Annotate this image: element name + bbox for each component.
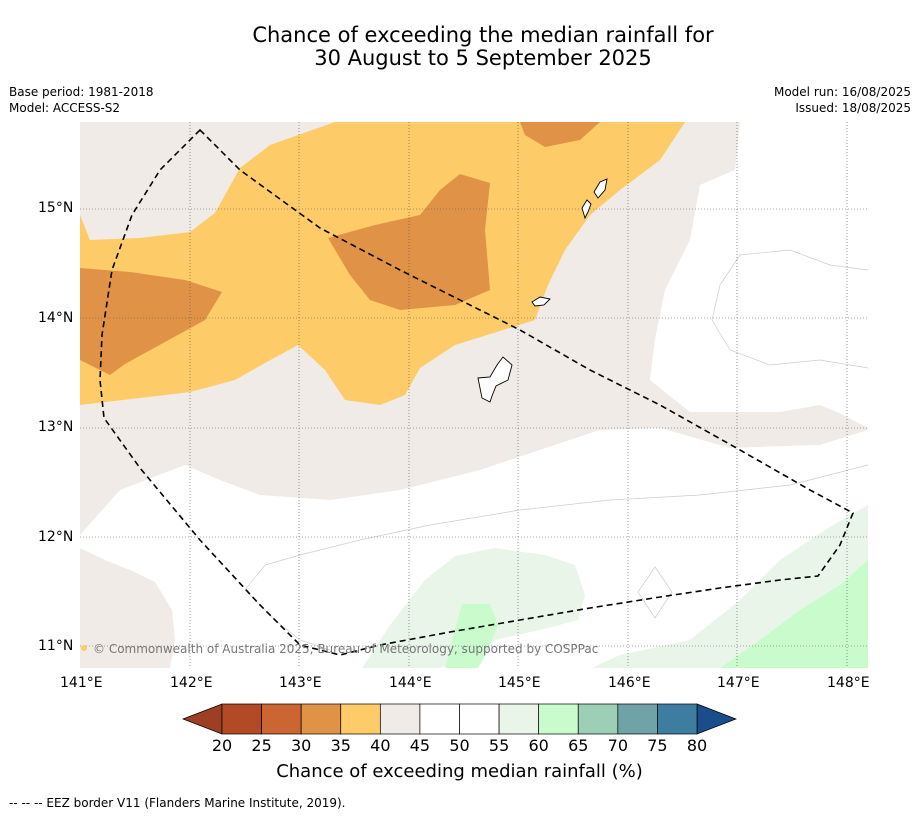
model-run: Model run: 16/08/2025: [773, 85, 911, 99]
colorbar: [182, 703, 737, 735]
lat-label-11n: 11°N: [38, 638, 74, 654]
colorbar-tick-label: 20: [211, 736, 233, 755]
colorbar-under-arrow: [182, 703, 223, 735]
eez-border: [99, 128, 855, 656]
colorbar-swatch: [657, 703, 698, 735]
lon-label-144e: 144°E: [389, 675, 432, 691]
lat-label-13n: 13°N: [38, 419, 74, 435]
lon-label-148e: 148°E: [827, 675, 870, 691]
contour-lines: [244, 249, 868, 651]
saipan-island: [593, 178, 608, 199]
colorbar-tick-label: 60: [528, 736, 549, 755]
colorbar-tick-label: 25: [251, 736, 272, 755]
lat-label-15n: 15°N: [38, 200, 74, 216]
guam-island: [477, 356, 513, 403]
colorbar-swatch: [419, 703, 460, 735]
category-30-35-region-w: [80, 268, 222, 375]
colorbar-swatch: [261, 703, 302, 735]
base-period: Base period: 1981-2018: [9, 85, 154, 99]
lat-label-14n: 14°N: [38, 310, 74, 326]
chart-title-line2: 30 August to 5 September 2025: [314, 46, 652, 70]
lat-label-12n: 12°N: [38, 529, 74, 545]
colorbar-swatch: [459, 703, 500, 735]
colorbar-tick-label: 55: [488, 736, 510, 755]
colorbar-over-arrow: [696, 703, 737, 735]
islands: [477, 178, 608, 403]
lon-label-141e: 141°E: [60, 675, 103, 691]
eez-footnote: -- -- -- EEZ border V11 (Flanders Marine…: [9, 796, 346, 810]
category-60-65-region-se: [720, 560, 868, 668]
category-40-45-region-sw: [80, 548, 175, 668]
lon-label-147e: 147°E: [717, 675, 760, 691]
colorbar-tick-label: 40: [370, 736, 391, 755]
colorbar-tick-label: 80: [686, 736, 708, 755]
model-name: Model: ACCESS-S2: [9, 101, 121, 115]
colorbar-tick-label: 35: [330, 736, 351, 755]
lon-label-146e: 146°E: [608, 675, 651, 691]
colorbar-swatch: [221, 703, 262, 735]
colorbar-tick-label: 70: [607, 736, 629, 755]
colorbar-tick-label: 45: [409, 736, 431, 755]
colorbar-swatch: [340, 703, 381, 735]
tinian-island: [581, 199, 592, 220]
colorbar-swatch: [498, 703, 540, 735]
colorbar-tick-label: 50: [449, 736, 470, 755]
colorbar-tick-label: 65: [568, 736, 589, 755]
colorbar-swatch: [379, 703, 421, 735]
colorbar-tick-label: 75: [647, 736, 668, 755]
category-45-55-region: [80, 428, 868, 668]
lon-label-145e: 145°E: [498, 675, 541, 691]
colorbar-swatch: [577, 703, 619, 735]
chart-title-line1: Chance of exceeding the median rainfall …: [252, 23, 714, 47]
issued-date: Issued: 18/08/2025: [795, 101, 911, 115]
colorbar-swatch: [538, 703, 579, 735]
category-30-35-region-n: [520, 122, 600, 147]
lon-label-142e: 142°E: [170, 675, 213, 691]
copyright-text: © Commonwealth of Australia 2025, Bureau…: [93, 642, 598, 656]
copyright-marker: [81, 645, 87, 651]
lon-label-143e: 143°E: [279, 675, 322, 691]
category-60-65-region: [445, 604, 498, 668]
colorbar-title: Chance of exceeding median rainfall (%): [276, 761, 643, 782]
colorbar-tick-label: 30: [290, 736, 312, 755]
rota-island: [531, 296, 551, 307]
map-area: © Commonwealth of Australia 2025, Bureau…: [80, 122, 868, 668]
colorbar-swatch: [617, 703, 658, 735]
graticule: [80, 122, 868, 668]
colorbar-swatch: [300, 703, 342, 735]
category-45-55-region-ne: [650, 125, 868, 425]
